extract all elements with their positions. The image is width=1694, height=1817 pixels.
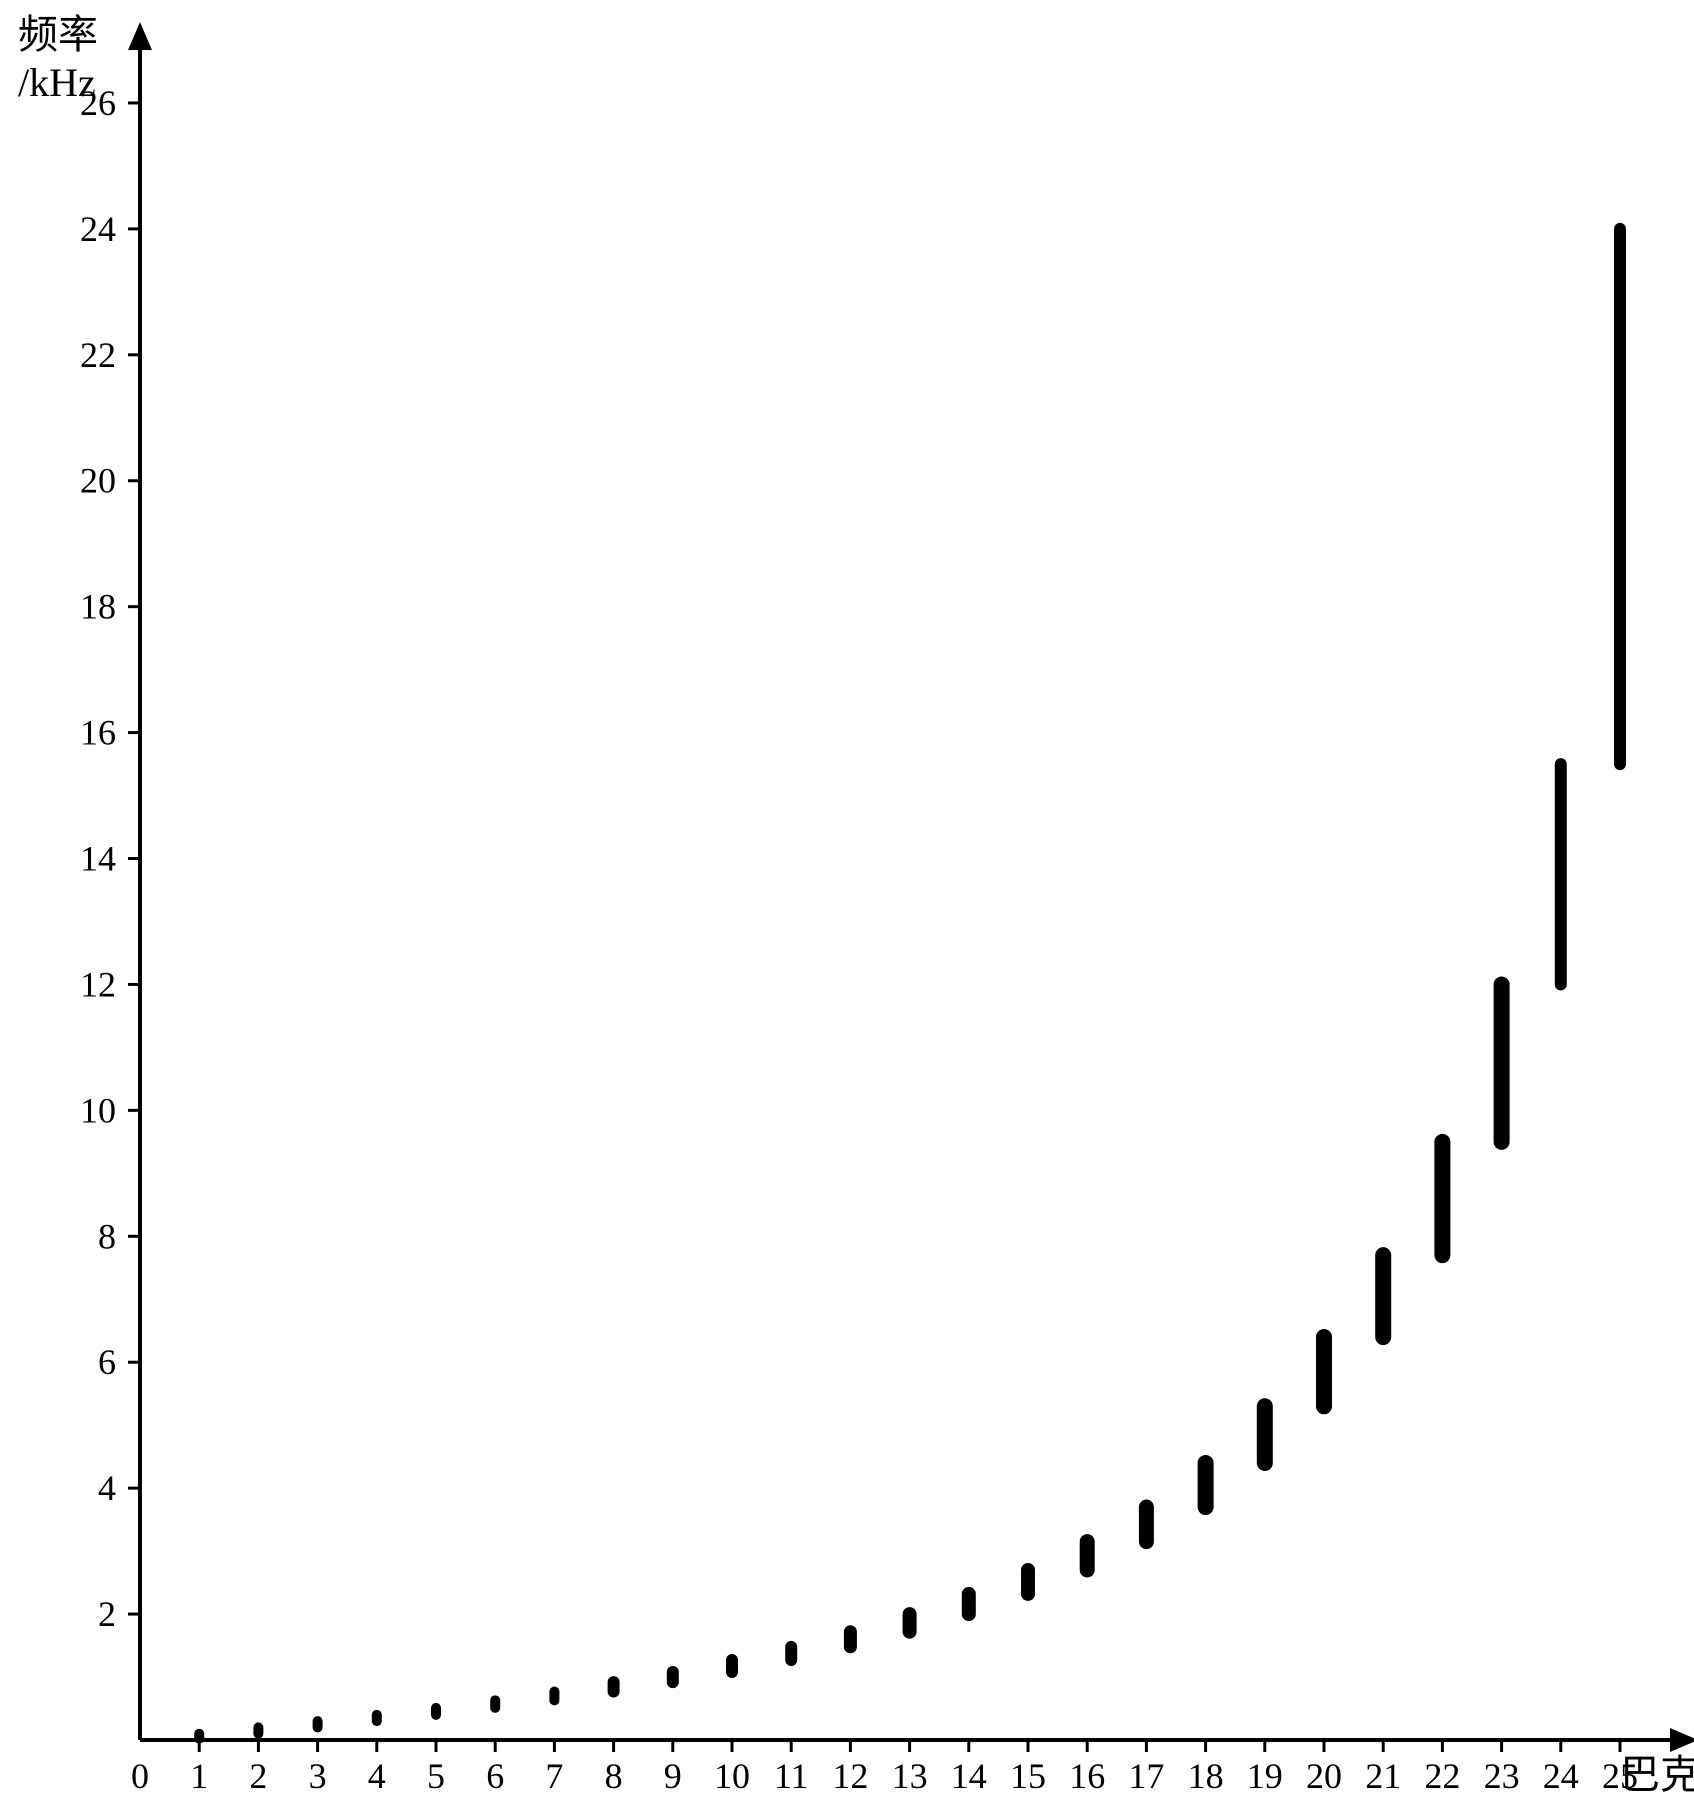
y-tick-label: 24: [80, 209, 116, 249]
x-tick-label: 9: [664, 1756, 682, 1796]
y-tick-label: 8: [98, 1216, 116, 1256]
y-tick-label: 22: [80, 335, 116, 375]
y-tick-label: 18: [80, 587, 116, 627]
y-axis-label-1: 频率: [18, 12, 98, 57]
y-tick-label: 12: [80, 964, 116, 1004]
x-tick-label: 13: [892, 1756, 928, 1796]
x-tick-label: 19: [1247, 1756, 1283, 1796]
x-tick-label: 10: [714, 1756, 750, 1796]
y-tick-label: 16: [80, 713, 116, 753]
x-axis-label: 巴克带序数: [1620, 1752, 1694, 1797]
x-tick-label: 18: [1188, 1756, 1224, 1796]
x-tick-label: 6: [486, 1756, 504, 1796]
x-tick-label: 16: [1069, 1756, 1105, 1796]
x-tick-label: 21: [1365, 1756, 1401, 1796]
x-tick-label: 14: [951, 1756, 987, 1796]
x-tick-label: 23: [1484, 1756, 1520, 1796]
y-tick-label: 20: [80, 461, 116, 501]
x-tick-label: 0: [131, 1756, 149, 1796]
y-tick-label: 2: [98, 1594, 116, 1634]
x-tick-label: 22: [1424, 1756, 1460, 1796]
y-tick-label: 4: [98, 1468, 116, 1508]
y-axis-label-2: /kHz: [18, 60, 96, 105]
x-tick-label: 1: [190, 1756, 208, 1796]
x-tick-label: 3: [309, 1756, 327, 1796]
chart-svg: 2468101214161820222426012345678910111213…: [0, 0, 1694, 1817]
x-tick-label: 20: [1306, 1756, 1342, 1796]
y-tick-label: 6: [98, 1342, 116, 1382]
y-tick-label: 10: [80, 1090, 116, 1130]
x-tick-label: 5: [427, 1756, 445, 1796]
x-tick-label: 11: [774, 1756, 809, 1796]
x-tick-label: 24: [1543, 1756, 1579, 1796]
x-axis-arrow: [1670, 1728, 1694, 1752]
x-tick-label: 4: [368, 1756, 386, 1796]
x-tick-label: 15: [1010, 1756, 1046, 1796]
x-tick-label: 12: [832, 1756, 868, 1796]
x-tick-label: 2: [249, 1756, 267, 1796]
x-tick-label: 8: [605, 1756, 623, 1796]
bark-band-chart: 2468101214161820222426012345678910111213…: [0, 0, 1694, 1817]
x-tick-label: 17: [1128, 1756, 1164, 1796]
x-tick-label: 7: [545, 1756, 563, 1796]
y-tick-label: 14: [80, 839, 116, 879]
y-axis-arrow: [128, 22, 152, 50]
